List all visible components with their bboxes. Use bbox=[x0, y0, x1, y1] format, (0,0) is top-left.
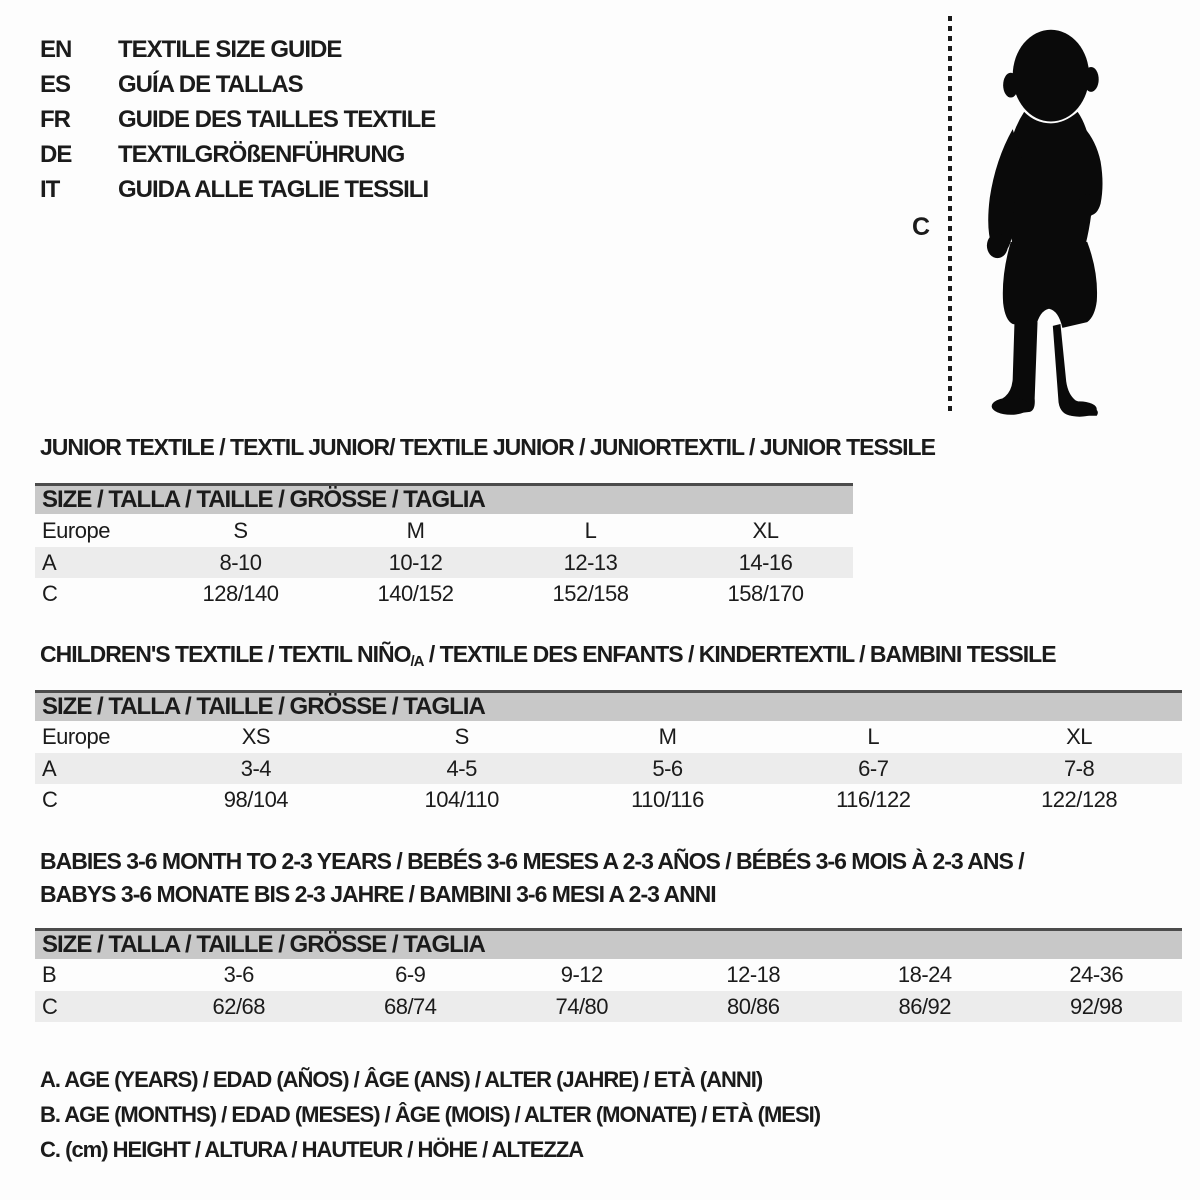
age-cell: 7-8 bbox=[1063, 755, 1095, 781]
height-cell: 158/170 bbox=[727, 580, 804, 606]
age-cell: 14-16 bbox=[738, 549, 793, 575]
age-cell: 9-12 bbox=[560, 962, 604, 987]
lang-code: ES bbox=[40, 70, 71, 98]
height-measure-label: C bbox=[912, 213, 931, 241]
table-row: C 62/68 68/74 74/80 80/86 86/92 92/98 bbox=[35, 991, 1182, 1022]
age-cell: 12-13 bbox=[563, 549, 618, 575]
size-cell: XL bbox=[752, 517, 779, 543]
size-cell: L bbox=[584, 517, 597, 543]
age-cell: 8-10 bbox=[219, 549, 262, 575]
height-cell: 140/152 bbox=[377, 580, 454, 606]
height-cell: 62/68 bbox=[212, 993, 266, 1019]
children-title-suffix: / TEXTILE DES ENFANTS / KINDERTEXTIL / B… bbox=[423, 641, 1057, 667]
height-cell: 86/92 bbox=[898, 993, 952, 1019]
height-cell: 98/104 bbox=[223, 786, 289, 812]
height-cell: 80/86 bbox=[726, 993, 780, 1019]
lang-title: GUIDE DES TAILLES TEXTILE bbox=[118, 105, 436, 133]
lang-row-de: DE TEXTILGRÖßENFÜHRUNG bbox=[40, 137, 435, 172]
size-cell: M bbox=[658, 724, 677, 749]
size-cell: M bbox=[406, 517, 425, 543]
babies-section-title: BABIES 3-6 MONTH TO 2-3 YEARS / BEBÉS 3-… bbox=[40, 845, 1025, 911]
lang-title: GUIDA ALLE TAGLIE TESSILI bbox=[118, 175, 429, 203]
row-label: C bbox=[42, 786, 58, 812]
lang-title: GUÍA DE TALLAS bbox=[118, 70, 304, 98]
lang-row-fr: FR GUIDE DES TAILLES TEXTILE bbox=[40, 102, 436, 137]
age-cell: 10-12 bbox=[388, 549, 443, 575]
lang-row-en: EN TEXTILE SIZE GUIDE bbox=[40, 32, 435, 67]
babies-size-table: SIZE / TALLA / TAILLE / GRÖSSE / TAGLIA … bbox=[35, 928, 1182, 1022]
footnote-b: B. AGE (MONTHS) / EDAD (MESES) / ÂGE (MO… bbox=[40, 1102, 821, 1127]
size-header-band: SIZE / TALLA / TAILLE / GRÖSSE / TAGLIA bbox=[35, 928, 1182, 959]
row-label: C bbox=[42, 580, 58, 606]
junior-size-table: SIZE / TALLA / TAILLE / GRÖSSE / TAGLIA … bbox=[35, 483, 853, 609]
footnote-c: C. (cm) HEIGHT / ALTURA / HAUTEUR / HÖHE… bbox=[40, 1137, 584, 1162]
lang-row-es: ES GUÍA DE TALLAS bbox=[40, 67, 435, 102]
baby-silhouette-icon bbox=[986, 29, 1103, 417]
row-label: C bbox=[42, 993, 58, 1019]
age-cell: 3-6 bbox=[223, 962, 255, 987]
language-title-list: EN TEXTILE SIZE GUIDE ES GUÍA DE TALLAS … bbox=[40, 32, 436, 207]
height-measure-dashed-line bbox=[948, 16, 952, 416]
table-row: B 3-6 6-9 9-12 12-18 18-24 24-36 bbox=[35, 959, 1182, 991]
height-cell: 152/158 bbox=[552, 580, 629, 606]
table-row: C 98/104 104/110 110/116 116/122 122/128 bbox=[35, 784, 1182, 815]
junior-section-title: JUNIOR TEXTILE / TEXTIL JUNIOR/ TEXTILE … bbox=[40, 434, 936, 460]
row-label: Europe bbox=[42, 724, 110, 749]
height-cell: 68/74 bbox=[383, 993, 437, 1019]
footnote-legend: A. AGE (YEARS) / EDAD (AÑOS) / ÂGE (ANS)… bbox=[40, 1062, 821, 1167]
children-size-table: SIZE / TALLA / TAILLE / GRÖSSE / TAGLIA … bbox=[35, 690, 1182, 815]
lang-code: FR bbox=[40, 105, 71, 133]
height-cell: 74/80 bbox=[555, 993, 609, 1019]
age-cell: 12-18 bbox=[726, 962, 781, 987]
table-row: C 128/140 140/152 152/158 158/170 bbox=[35, 578, 853, 609]
lang-row-it: IT GUIDA ALLE TAGLIE TESSILI bbox=[40, 172, 435, 207]
age-cell: 5-6 bbox=[652, 755, 683, 781]
height-cell: 116/122 bbox=[836, 786, 911, 812]
table-row: A 8-10 10-12 12-13 14-16 bbox=[35, 547, 853, 578]
age-cell: 3-4 bbox=[240, 755, 272, 781]
footnote-a: A. AGE (YEARS) / EDAD (AÑOS) / ÂGE (ANS)… bbox=[40, 1067, 763, 1092]
height-cell: 110/116 bbox=[631, 786, 704, 812]
age-cell: 4-5 bbox=[446, 755, 478, 781]
size-header-band: SIZE / TALLA / TAILLE / GRÖSSE / TAGLIA bbox=[35, 483, 853, 514]
size-cell: S bbox=[454, 724, 470, 749]
lang-code: IT bbox=[40, 175, 60, 203]
row-label: A bbox=[42, 549, 57, 575]
row-label: A bbox=[42, 755, 57, 781]
size-cell: L bbox=[867, 724, 880, 749]
age-cell: 18-24 bbox=[897, 962, 952, 987]
size-cell: XL bbox=[1066, 724, 1093, 749]
height-cell: 92/98 bbox=[1069, 993, 1123, 1019]
children-title-sub: /A bbox=[410, 653, 424, 670]
children-title-prefix: CHILDREN'S TEXTILE / TEXTIL NIÑO bbox=[40, 641, 411, 667]
height-cell: 122/128 bbox=[1041, 786, 1118, 812]
row-label: B bbox=[42, 962, 57, 987]
age-cell: 6-7 bbox=[858, 755, 889, 781]
table-row: Europe XS S M L XL bbox=[35, 721, 1182, 753]
lang-code: EN bbox=[40, 35, 72, 63]
height-cell: 104/110 bbox=[424, 786, 499, 812]
size-cell: S bbox=[233, 517, 248, 543]
row-label: Europe bbox=[42, 517, 110, 543]
size-header-band: SIZE / TALLA / TAILLE / GRÖSSE / TAGLIA bbox=[35, 690, 1182, 721]
lang-title: TEXTILE SIZE GUIDE bbox=[118, 35, 342, 63]
size-cell: XS bbox=[241, 724, 271, 749]
table-row: Europe S M L XL bbox=[35, 514, 853, 547]
lang-code: DE bbox=[40, 140, 72, 168]
babies-title-line1: BABIES 3-6 MONTH TO 2-3 YEARS / BEBÉS 3-… bbox=[40, 848, 1025, 874]
children-section-title: CHILDREN'S TEXTILE / TEXTIL NIÑO/A / TEX… bbox=[40, 641, 1057, 670]
lang-title: TEXTILGRÖßENFÜHRUNG bbox=[118, 140, 405, 168]
age-cell: 24-36 bbox=[1069, 962, 1124, 987]
height-cell: 128/140 bbox=[202, 580, 279, 606]
table-row: A 3-4 4-5 5-6 6-7 7-8 bbox=[35, 753, 1182, 784]
babies-title-line2: BABYS 3-6 MONATE BIS 2-3 JAHRE / BAMBINI… bbox=[40, 881, 717, 907]
age-cell: 6-9 bbox=[395, 962, 426, 987]
